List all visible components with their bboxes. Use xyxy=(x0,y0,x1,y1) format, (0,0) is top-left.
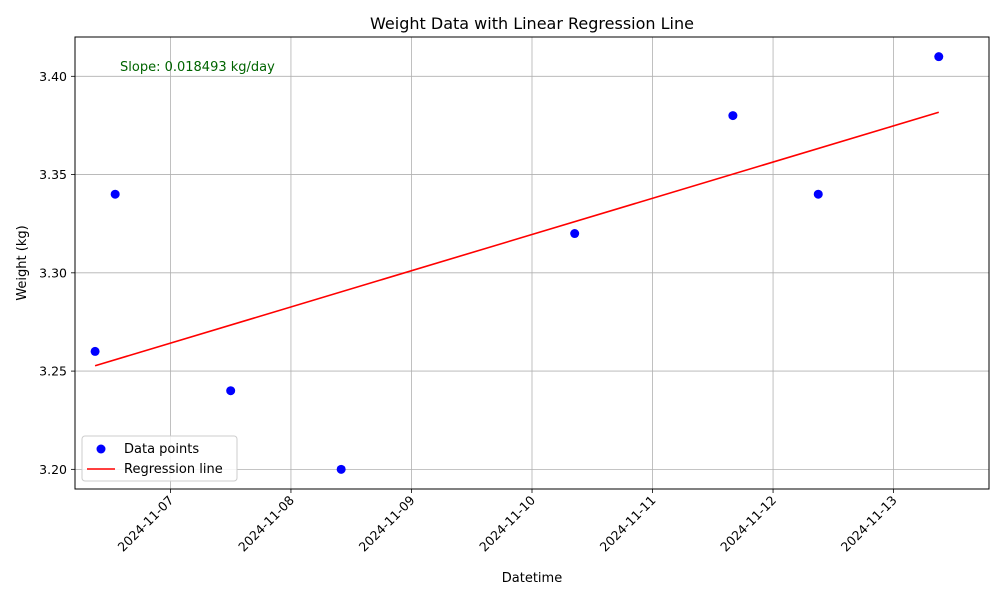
y-tick-label: 3.25 xyxy=(39,364,67,379)
legend-swatch-data-points xyxy=(96,444,106,454)
regression-layer xyxy=(94,111,940,367)
y-tick-label: 3.20 xyxy=(39,462,67,477)
y-axis-label: Weight (kg) xyxy=(15,225,30,300)
legend-box xyxy=(81,435,238,482)
y-tick-label: 3.40 xyxy=(39,69,67,84)
legend-label-data-points: Data points xyxy=(124,442,199,457)
data-point xyxy=(813,189,823,199)
y-tick-label: 3.35 xyxy=(39,167,67,182)
x-axis-label: Datetime xyxy=(502,571,562,586)
data-point xyxy=(110,189,120,199)
chart-title: Weight Data with Linear Regression Line xyxy=(370,14,694,33)
y-axis-ticks: 3.20 3.25 3.30 3.35 3.40 xyxy=(39,69,75,477)
data-point xyxy=(934,52,944,62)
data-points-layer xyxy=(90,52,944,474)
y-tick-label: 3.30 xyxy=(39,265,67,280)
legend-label-regression-line: Regression line xyxy=(124,462,223,477)
data-point xyxy=(728,111,738,121)
regression-line xyxy=(94,111,940,367)
slope-annotation: Slope: 0.018493 kg/day xyxy=(120,60,275,75)
data-point xyxy=(570,229,580,239)
legend: Data points Regression line xyxy=(81,435,238,482)
data-point xyxy=(336,464,346,474)
data-point xyxy=(90,346,100,356)
data-point xyxy=(226,386,236,396)
